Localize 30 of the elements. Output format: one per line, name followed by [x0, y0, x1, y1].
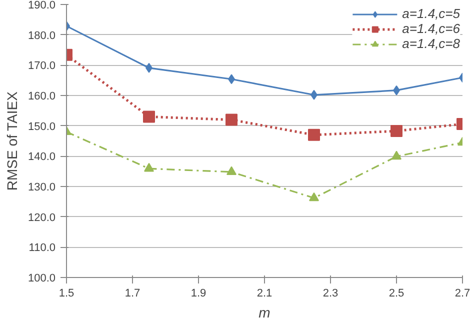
y-axis-title: RMSE of TAIEX	[4, 90, 20, 191]
y-tick-label: 130.0	[28, 182, 56, 194]
y-tick-label: 180.0	[28, 30, 56, 42]
x-tick-label: 1.5	[58, 288, 74, 300]
x-tick-label: 1.7	[124, 288, 140, 300]
x-tick-label: 2.3	[322, 288, 338, 300]
y-tick-label: 140.0	[28, 151, 56, 164]
point	[143, 110, 155, 123]
y-tick-label: 150.0	[28, 120, 56, 133]
y-tick-label: 170.0	[28, 60, 56, 72]
x-axis-title: m	[258, 304, 271, 320]
y-tick-label: 190.0	[28, 0, 56, 12]
legend-label: a=1.4,c=6	[402, 21, 460, 36]
x-tick-label: 2.7	[454, 288, 470, 300]
point	[144, 162, 154, 172]
point	[226, 114, 238, 126]
legend-label: a=1.4,c=8	[402, 36, 460, 51]
x-tick-label: 2.5	[388, 288, 404, 300]
x-tick-label: 2.1	[256, 288, 272, 300]
point	[392, 150, 402, 160]
y-tick-label: 120.0	[28, 212, 56, 224]
y-tick-label: 110.0	[28, 242, 56, 254]
y-tick-label: 100.0	[28, 272, 56, 284]
x-tick-label: 1.9	[190, 288, 206, 300]
point	[226, 166, 236, 176]
point	[308, 128, 320, 141]
y-tick-label: 160.0	[28, 90, 56, 102]
point	[309, 192, 319, 202]
point	[390, 124, 402, 137]
legend-label: a=1.4,c=5	[402, 6, 460, 21]
